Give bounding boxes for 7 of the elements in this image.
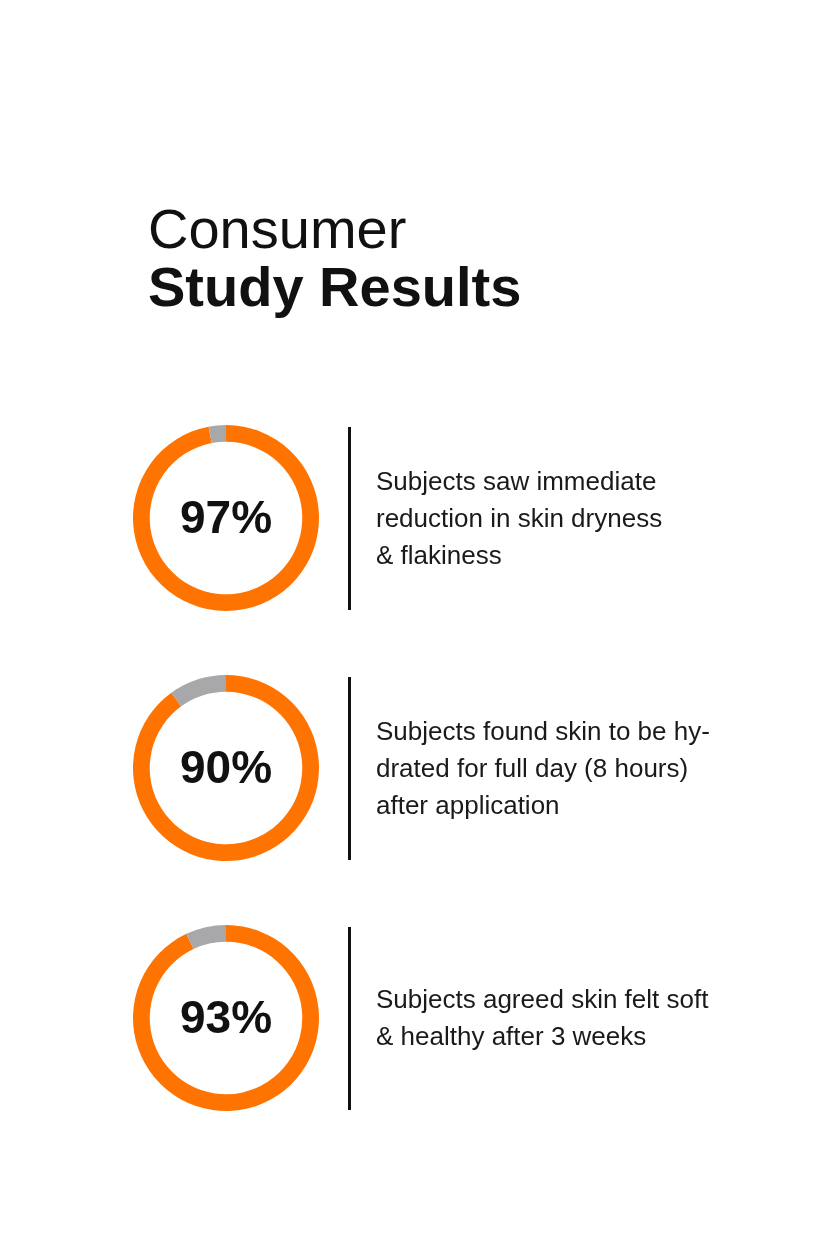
data-label: 93% (179, 990, 273, 1043)
data-label: 90% (179, 740, 273, 793)
text: Subjects saw immediate reduction in skin dryness & flakiness (376, 464, 663, 572)
text: Subjects agreed skin felt soft & healthy after 3 weeks (376, 983, 709, 1053)
chart-title: Consumer Study Results (148, 197, 522, 318)
data-label: 97% (179, 490, 273, 543)
text: Subjects found skin to be hy- drated for full day (8 hours) after application (376, 714, 710, 822)
